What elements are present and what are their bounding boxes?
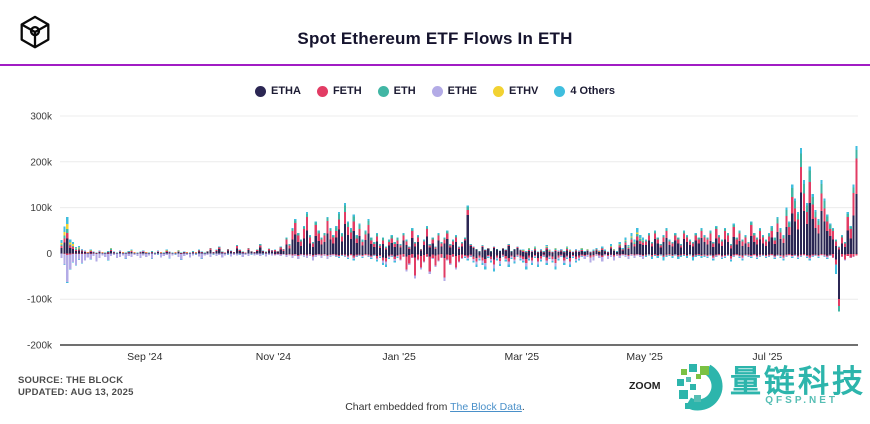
svg-text:Jul '25: Jul '25 xyxy=(752,351,782,363)
chart-legend: ETHA FETH ETH ETHE ETHV 4 Others xyxy=(0,85,870,97)
legend-item-etha[interactable]: ETHA xyxy=(254,85,301,97)
svg-text:May '25: May '25 xyxy=(626,351,663,363)
legend-item-ethv[interactable]: ETHV xyxy=(493,85,538,97)
svg-text:200k: 200k xyxy=(30,157,53,168)
watermark-brand: 量链科技 xyxy=(730,364,866,399)
svg-text:-100k: -100k xyxy=(27,295,53,306)
svg-text:Jan '25: Jan '25 xyxy=(382,351,416,363)
legend-label: ETHE xyxy=(447,85,478,97)
source-attribution: SOURCE: THE BLOCK UPDATED: AUG 13, 2025 xyxy=(18,375,134,399)
svg-text:Sep '24: Sep '24 xyxy=(127,351,162,363)
legend-item-ethe[interactable]: ETHE xyxy=(431,85,478,97)
legend-item-oth[interactable]: 4 Others xyxy=(554,85,615,97)
page-title: Spot Ethereum ETF Flows In ETH xyxy=(297,29,573,48)
legend-dot-eth xyxy=(377,85,389,97)
legend-label: ETH xyxy=(393,85,416,97)
legend-dot-oth xyxy=(554,85,566,97)
watermark: 量链科技 QFSP.NET xyxy=(669,357,866,415)
updated-line: UPDATED: AUG 13, 2025 xyxy=(18,387,134,398)
watermark-logo-icon xyxy=(673,361,723,411)
legend-label: FETH xyxy=(332,85,362,97)
svg-text:100k: 100k xyxy=(30,203,53,214)
legend-label: ETHA xyxy=(270,85,301,97)
etf-flows-bar-chart: 300k 200k 100k 0 -100k -200k Sep '24 Nov '24 Jan… xyxy=(27,112,858,363)
embed-note: Chart embedded from The Block Data. xyxy=(0,401,870,413)
legend-dot-ethv xyxy=(493,85,505,97)
the-block-logo-icon xyxy=(20,15,50,49)
legend-dot-ethe xyxy=(431,85,443,97)
source-line: SOURCE: THE BLOCK xyxy=(18,375,124,386)
legend-dot-feth xyxy=(316,85,328,97)
legend-item-eth[interactable]: ETH xyxy=(377,85,416,97)
legend-dot-etha xyxy=(254,85,266,97)
watermark-domain: QFSP.NET xyxy=(765,395,838,406)
svg-text:300k: 300k xyxy=(30,112,53,123)
svg-text:Mar '25: Mar '25 xyxy=(504,351,539,363)
zoom-control[interactable]: ZOOM xyxy=(629,380,661,392)
embed-prefix: Chart embedded from xyxy=(345,401,451,413)
accent-divider xyxy=(0,64,870,66)
svg-text:0: 0 xyxy=(46,249,52,260)
embed-suffix: . xyxy=(521,401,525,413)
svg-text:-200k: -200k xyxy=(27,341,53,352)
the-block-data-link[interactable]: The Block Data xyxy=(450,401,522,413)
legend-label: ETHV xyxy=(509,85,539,97)
legend-label: 4 Others xyxy=(570,85,615,97)
legend-item-feth[interactable]: FETH xyxy=(316,85,362,97)
svg-text:Nov '24: Nov '24 xyxy=(256,351,291,363)
